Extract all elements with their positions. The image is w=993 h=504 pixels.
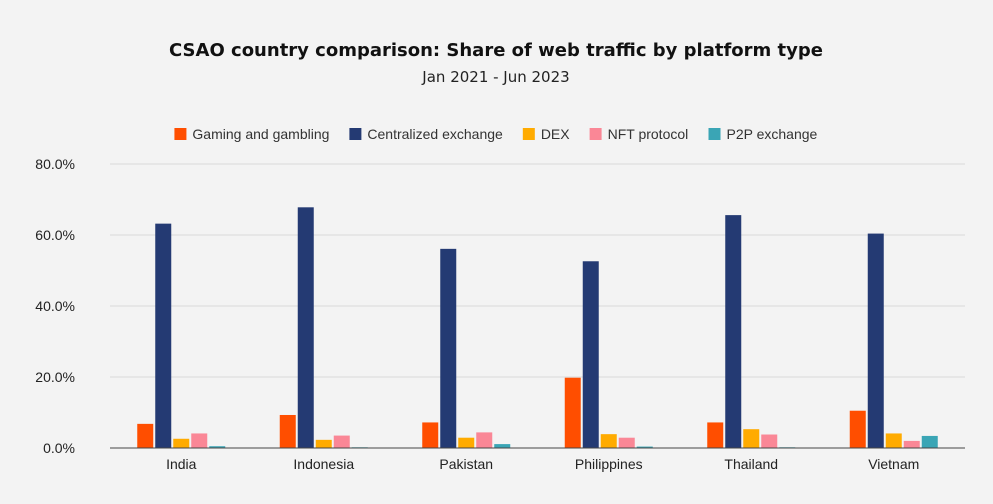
bar (191, 433, 208, 448)
x-tick-label: India (166, 456, 197, 472)
bar (333, 435, 350, 448)
legend-swatch (174, 128, 187, 140)
bar (297, 207, 314, 448)
bar (761, 434, 778, 448)
bar (743, 429, 760, 448)
bar (476, 432, 493, 448)
bar (867, 233, 884, 448)
legend-label: NFT protocol (608, 126, 689, 142)
bar (885, 433, 902, 448)
bar (600, 434, 617, 448)
legend-swatch (522, 128, 535, 140)
bar (582, 261, 599, 448)
x-tick-label: Thailand (724, 456, 778, 472)
legend-swatch (589, 128, 602, 140)
bar (494, 444, 511, 448)
chart-title: CSAO country comparison: Share of web tr… (169, 40, 823, 61)
bar (155, 223, 172, 448)
bar (137, 423, 154, 448)
bar (725, 215, 742, 448)
bar (173, 438, 190, 448)
y-tick-label: 20.0% (35, 369, 75, 385)
bar (422, 422, 439, 448)
bar (849, 410, 866, 448)
legend: Gaming and gambling Centralized exchange D… (174, 126, 818, 142)
bar (707, 422, 724, 448)
y-tick-label: 40.0% (35, 298, 75, 314)
y-tick-label: 60.0% (35, 227, 75, 243)
bar (209, 446, 226, 448)
legend-item: Gaming and gambling (174, 126, 329, 142)
y-tick-label: 80.0% (35, 156, 75, 172)
bar (458, 437, 475, 448)
legend-label: Gaming and gambling (192, 126, 329, 142)
legend-item: Centralized exchange (349, 126, 503, 142)
legend-item: DEX (522, 126, 570, 142)
x-tick-label: Vietnam (868, 456, 919, 472)
legend-label: DEX (541, 126, 570, 142)
x-axis-ticks: India Indonesia Pakistan Philippines Thailan… (166, 456, 919, 472)
bar (618, 437, 635, 448)
bar (903, 440, 920, 448)
x-tick-label: Philippines (575, 456, 643, 472)
chart-subtitle: Jan 2021 - Jun 2023 (421, 68, 569, 86)
y-axis-ticks: 0.0% 20.0% 40.0% 60.0% 80.0% (35, 156, 75, 456)
legend-item: NFT protocol (589, 126, 689, 142)
legend-label: Centralized exchange (367, 126, 503, 142)
gridlines (110, 163, 965, 378)
bar (564, 377, 581, 448)
bar (315, 439, 332, 448)
bar (921, 435, 938, 448)
bars (137, 207, 938, 448)
y-tick-label: 0.0% (43, 440, 75, 456)
legend-label: P2P exchange (727, 126, 818, 142)
legend-item: P2P exchange (708, 126, 818, 142)
x-tick-label: Indonesia (293, 456, 354, 472)
x-tick-label: Pakistan (439, 456, 493, 472)
bar (279, 414, 296, 448)
bar (440, 248, 457, 448)
legend-swatch (349, 128, 362, 140)
bar (636, 446, 653, 448)
legend-swatch (708, 128, 721, 140)
